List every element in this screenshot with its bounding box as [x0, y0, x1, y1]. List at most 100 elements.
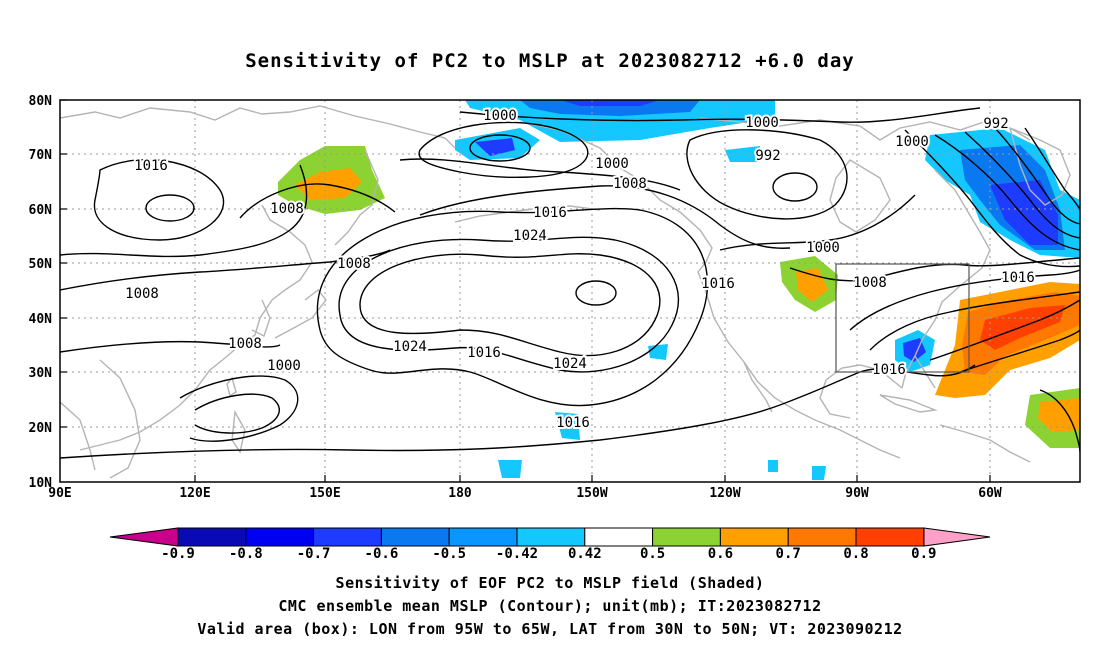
- contour-1008-okhotsk: [239, 183, 396, 219]
- contour-label: 1000: [895, 134, 929, 150]
- coast-labrador: [934, 169, 991, 269]
- colorbar-label: 0.6: [708, 546, 733, 562]
- contour-labels: 1000 1000 992 1000 992 1016 1008 1000 10…: [123, 106, 1037, 433]
- lon-label: 90W: [845, 486, 869, 501]
- coast-japan: [274, 289, 327, 339]
- colorbar-cell: [652, 527, 721, 547]
- contour-992-atl: [934, 134, 1080, 251]
- colorbar-cell: [177, 527, 247, 547]
- shade-neg-pacific5: [812, 466, 826, 480]
- contour-label: 992: [755, 148, 780, 164]
- contour-label: 1016: [134, 158, 168, 174]
- caption-shading: Sensitivity of EOF PC2 to MSLP field (Sh…: [335, 574, 765, 592]
- contour-label: 1008: [853, 275, 887, 291]
- colorbar-label: 0.9: [911, 546, 936, 562]
- contour-984-atl: [994, 127, 1080, 225]
- contour-1000-pacific: [399, 158, 681, 191]
- contour-label: 1016: [533, 205, 567, 221]
- coast-hudson: [829, 159, 891, 233]
- chart-title: Sensitivity of PC2 to MSLP at 2023082712…: [245, 50, 855, 72]
- coast-na-west: [697, 271, 901, 459]
- contour-label: 1008: [613, 176, 647, 192]
- coast-us-east: [914, 267, 983, 389]
- sensitivity-shading: [278, 100, 1080, 480]
- contour-label: 1000: [806, 240, 840, 256]
- coast-cuba: [879, 394, 938, 413]
- contour-label: 1008: [228, 336, 262, 352]
- lat-axis-labels: 80N 70N 60N 50N 40N 30N 20N 10N: [29, 94, 53, 491]
- contour-1016-pacific: [316, 207, 709, 407]
- colorbar-label: 0.8: [843, 546, 868, 562]
- contour-1000-atl: [904, 129, 1080, 268]
- lon-label: 90E: [48, 486, 71, 501]
- coast-asia-east: [79, 204, 313, 451]
- lon-label: 150E: [309, 486, 340, 501]
- colorbar-cell: [380, 527, 450, 547]
- shade-neg-arctic-inner: [520, 100, 700, 116]
- contour-1016-east: [849, 269, 1080, 331]
- lat-label: 60N: [29, 203, 53, 218]
- shade-pos-subtropic-core: [1038, 398, 1080, 432]
- contour-label: 1008: [270, 201, 304, 217]
- contour-label: 1008: [125, 286, 159, 302]
- shade-neg-bering-core: [475, 138, 515, 156]
- contour-label: 1000: [267, 358, 301, 374]
- shade-neg-arctic-core: [560, 100, 660, 106]
- tick-marks: [60, 99, 991, 482]
- contour-label: 1016: [467, 345, 501, 361]
- shade-neg-pacific3: [498, 460, 522, 478]
- contour-1000-low: [194, 393, 280, 434]
- lat-label: 80N: [29, 94, 53, 109]
- shade-pos-atlantic-core: [980, 305, 1065, 350]
- contour-980-atl: [1024, 127, 1080, 211]
- contour-label: 1024: [393, 339, 427, 355]
- contour-1008-west: [60, 249, 391, 291]
- contour-label: 1008: [337, 256, 371, 272]
- contour-1008-pacific: [419, 185, 791, 249]
- colorbar-cell: [516, 527, 586, 547]
- coast-philippines: [231, 409, 246, 454]
- contour-1008-sw: [60, 340, 281, 353]
- plot-frame: [59, 99, 1081, 483]
- lat-label: 20N: [29, 421, 53, 436]
- colorbar-label: -0.8: [229, 546, 263, 562]
- contour-label: 992: [983, 116, 1008, 132]
- contour-992-canada: [772, 172, 818, 202]
- contour-label: 1016: [701, 276, 735, 292]
- contour-1008-east: [789, 257, 1080, 282]
- lon-label: 120E: [179, 486, 210, 501]
- coast-taiwan: [226, 376, 237, 398]
- colorbar-label: -0.42: [496, 546, 538, 562]
- coast-asia: [60, 105, 456, 149]
- lat-label: 30N: [29, 366, 53, 381]
- shade-neg-pacific1: [648, 344, 668, 360]
- caption-valid-area: Valid area (box): LON from 95W to 65W, L…: [197, 620, 903, 638]
- caption-contour: CMC ensemble mean MSLP (Contour); unit(m…: [278, 597, 822, 615]
- coast-korea: [251, 299, 271, 337]
- contour-1024-inner: [575, 280, 617, 306]
- colorbar-label: 0.5: [640, 546, 665, 562]
- colorbar-arrow-left: [109, 527, 179, 547]
- contour-1000-west-canada: [719, 194, 916, 251]
- lat-label: 50N: [29, 257, 53, 272]
- contour-1016-west: [93, 158, 225, 241]
- lat-label: 40N: [29, 312, 53, 327]
- colorbar-label: -0.9: [161, 546, 195, 562]
- lon-axis-labels: 90E 120E 150E 180 150W 120W 90W 60W: [48, 486, 1002, 501]
- lat-label: 10N: [29, 476, 53, 491]
- lon-label: 120W: [709, 486, 740, 501]
- colorbar-cell: [855, 527, 925, 547]
- coast-baja: [743, 361, 773, 413]
- colorbar-arrow-right: [923, 527, 991, 547]
- lon-label: 60W: [978, 486, 1002, 501]
- contour-label: 1000: [483, 108, 517, 124]
- contour-1004-low: [179, 375, 299, 442]
- shade-neg-pacific4: [768, 460, 778, 472]
- colorbar-label: 0.42: [568, 546, 602, 562]
- colorbar-label: -0.7: [297, 546, 331, 562]
- lat-label: 70N: [29, 148, 53, 163]
- contour-label: 1016: [556, 415, 590, 431]
- coast-aleutian: [454, 205, 601, 223]
- contour-label: 1016: [872, 362, 906, 378]
- contour-label: 1000: [745, 115, 779, 131]
